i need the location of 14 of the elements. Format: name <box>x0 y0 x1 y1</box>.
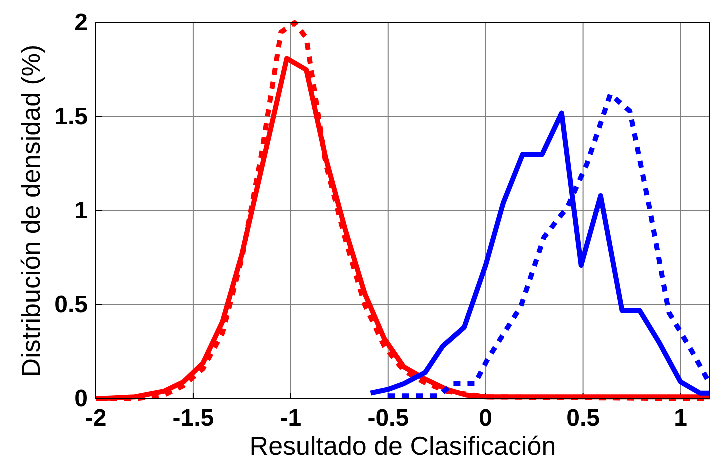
x-tick-label: -2 <box>85 405 107 432</box>
y-tick-label: 0 <box>74 386 88 413</box>
x-tick-label: -0.5 <box>368 405 410 432</box>
x-tick-label: -1 <box>280 405 302 432</box>
y-tick-label: 1.5 <box>54 104 88 131</box>
y-tick-label: 0.5 <box>54 292 88 319</box>
y-axis-title: Distribución de densidad (%) <box>16 44 46 378</box>
x-tick-label: 0 <box>479 405 493 432</box>
y-tick-label: 2 <box>74 10 88 37</box>
y-tick-label: 1 <box>74 198 88 225</box>
x-tick-label: 1 <box>674 405 688 432</box>
x-axis-title: Resultado de Clasificación <box>250 431 556 461</box>
x-tick-label: 0.5 <box>566 405 600 432</box>
x-tick-label: -1.5 <box>172 405 214 432</box>
